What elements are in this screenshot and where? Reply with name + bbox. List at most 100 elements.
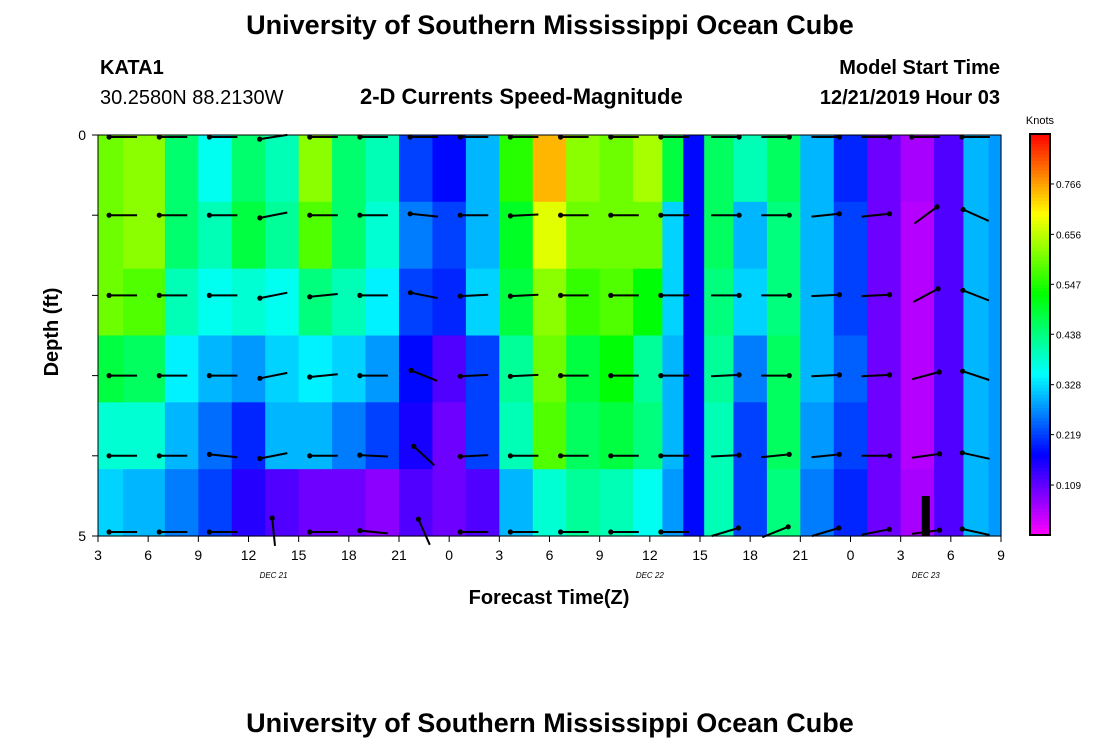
heatmap-cell (833, 402, 868, 470)
heatmap-cell (633, 335, 663, 403)
y-axis: 05 (78, 127, 98, 544)
x-tick-label: 12 (241, 547, 257, 563)
heatmap-cell (662, 469, 684, 537)
heatmap-cell (988, 268, 1002, 337)
vector-head (836, 372, 843, 378)
vector-head (836, 211, 842, 217)
colorbar-band (1030, 244, 1050, 249)
current-vector (861, 373, 890, 378)
colorbar-band (1030, 184, 1050, 189)
colorbar-band (1030, 381, 1050, 386)
vector-head (407, 134, 413, 140)
colorbar-band (1030, 428, 1050, 433)
colorbar-band (1030, 341, 1050, 346)
heatmap-cell (265, 201, 300, 270)
heatmap-cell (766, 268, 801, 337)
heatmap-cell (265, 268, 300, 337)
vector-head (937, 451, 943, 457)
heatmap-cell (499, 135, 534, 203)
chart-title: 2-D Currents Speed-Magnitude (360, 84, 683, 109)
x-tick-label: 0 (847, 547, 855, 563)
vector-head (507, 453, 513, 459)
colorbar-band (1030, 327, 1050, 332)
colorbar-band (1030, 234, 1050, 239)
vector-head (357, 452, 363, 458)
colorbar-band (1030, 291, 1050, 295)
heatmap-cell (963, 335, 990, 403)
colorbar-band (1030, 484, 1050, 489)
heatmap-cell (683, 201, 705, 270)
current-vector (761, 453, 790, 459)
colorbar-band (1030, 190, 1050, 195)
colorbar-band (1030, 501, 1050, 506)
vector-head (106, 373, 112, 379)
colorbar: Knots 0.766 0.656 0.547 0.438 0.328 0.219 0.109 (1026, 115, 1081, 536)
heatmap-cell (198, 201, 233, 270)
current-vector (811, 212, 840, 218)
vector-head (836, 525, 842, 531)
vector-head (206, 212, 212, 218)
colorbar-band (1030, 504, 1050, 509)
vector-head (457, 134, 463, 140)
heatmap-cell (432, 469, 467, 537)
vector-head (407, 290, 413, 296)
colorbar-band (1030, 344, 1050, 349)
heatmap-cell (499, 335, 534, 403)
vector-head (959, 526, 965, 532)
heatmap-cell (683, 335, 705, 403)
page-title: University of Southern Mississippi Ocean… (246, 10, 854, 40)
footer-title: University of Southern Mississippi Ocean… (246, 708, 854, 738)
heatmap-cell (566, 469, 601, 537)
colorbar-band (1030, 260, 1050, 265)
vector-head (736, 292, 742, 298)
heatmap-cell (633, 402, 663, 470)
vector-head (156, 529, 162, 535)
date-label: DEC 22 (636, 571, 665, 580)
vector-head (558, 212, 564, 218)
x-axis: 3 6 9 12 15 18 21 0 3 6 9 12 15 18 21 0 3 6 9 DEC 21 DEC 22 D… (94, 536, 1005, 580)
heatmap-cell (499, 201, 534, 270)
vector-head (735, 525, 742, 531)
vector-head (507, 529, 513, 535)
colorbar-band (1030, 331, 1050, 336)
colorbar-band (1030, 237, 1050, 242)
heatmap-cell (98, 402, 124, 470)
colorbar-tick-label: 0.547 (1056, 280, 1081, 291)
colorbar-title: Knots (1026, 115, 1055, 127)
colorbar-band (1030, 424, 1050, 429)
colorbar-tick-label: 0.438 (1056, 330, 1081, 341)
colorbar-band (1030, 214, 1050, 219)
heatmap-cell (599, 268, 634, 337)
x-tick-label: 15 (692, 547, 708, 563)
heatmap-cell (231, 201, 266, 270)
x-tick-label: 0 (445, 547, 453, 563)
current-vector (913, 206, 938, 225)
heatmap-cell (704, 201, 735, 270)
colorbar-band (1030, 284, 1050, 289)
heatmap-cell (867, 268, 902, 337)
current-vector (359, 454, 388, 458)
vector-head (608, 292, 614, 298)
colorbar-tick-label: 0.219 (1056, 431, 1081, 442)
vector-head (457, 212, 463, 218)
colorbar-band (1030, 140, 1050, 145)
vector-head (786, 292, 792, 298)
heatmap-cell (599, 402, 634, 470)
colorbar-band (1030, 247, 1050, 252)
station-id: KATA1 (100, 57, 164, 79)
current-vector (510, 373, 539, 378)
colorbar-band (1030, 257, 1050, 262)
colorbar-band (1030, 418, 1050, 422)
heatmap-cell (900, 335, 935, 403)
vector-head (206, 292, 212, 298)
vector-head (106, 529, 112, 535)
colorbar-band (1030, 164, 1050, 169)
heatmap-cell (963, 268, 990, 337)
heatmap-cell (123, 402, 166, 470)
vector-head (156, 134, 162, 140)
vector-head (608, 134, 614, 140)
heatmap-cell (198, 135, 233, 203)
heatmap-cell (900, 135, 935, 203)
colorbar-band (1030, 204, 1050, 209)
heatmap-cell (566, 268, 601, 337)
